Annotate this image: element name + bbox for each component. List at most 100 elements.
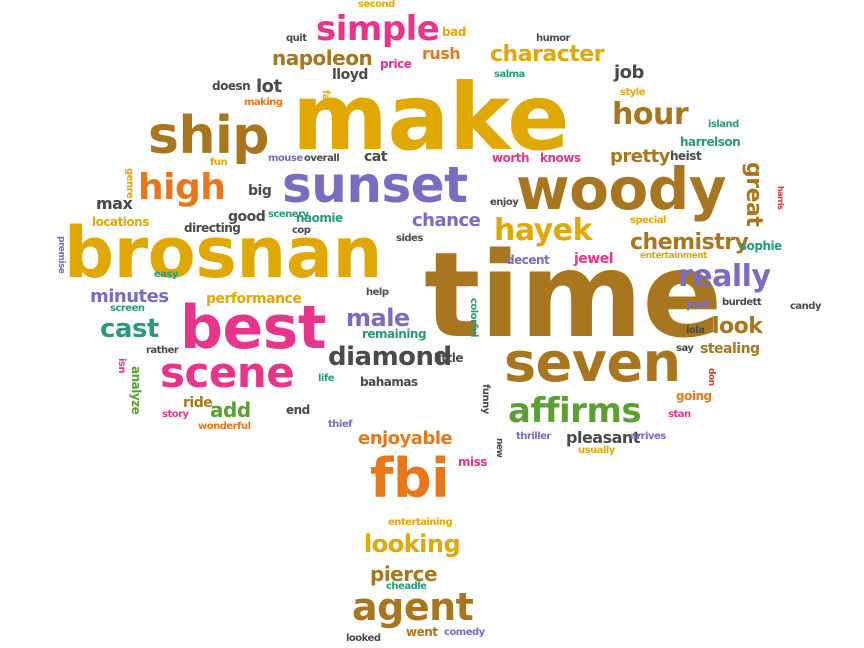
word-help: help (366, 287, 389, 298)
word-performance: performance (206, 291, 302, 307)
word-jewel: jewel (574, 251, 614, 267)
word-rather: rather (146, 345, 179, 356)
word-premise: premise (56, 236, 66, 274)
word-napoleon: napoleon (272, 46, 373, 70)
word-heist: heist (670, 149, 702, 163)
word-miss: miss (458, 455, 487, 469)
word-max: max (96, 194, 133, 213)
word-hour: hour (612, 97, 689, 132)
word-pierce: pierce (370, 562, 438, 586)
word-scene: scene (160, 348, 295, 397)
word-quit: quit (286, 33, 307, 44)
word-hayek: hayek (494, 213, 593, 248)
word-comedy: comedy (444, 627, 485, 638)
word-best: best (180, 293, 327, 363)
word-chemistry: chemistry (630, 230, 749, 255)
word-naomie: naomie (296, 211, 343, 225)
word-minutes: minutes (90, 286, 169, 307)
word-wonderful: wonderful (198, 421, 251, 432)
word-candy: candy (790, 301, 821, 312)
word-stealing: stealing (700, 341, 760, 357)
word-fun: fun (210, 157, 228, 168)
word-male: male (346, 304, 410, 332)
word-lot: lot (256, 76, 282, 97)
word-remaining: remaining (362, 327, 427, 341)
word-mouse: mouse (268, 153, 303, 164)
word-bahamas: bahamas (360, 375, 418, 389)
word-lola: lola (686, 325, 705, 336)
word-say: say (676, 343, 694, 354)
word-doesn: doesn (212, 79, 251, 93)
word-screen: screen (110, 303, 145, 314)
word-ship: ship (148, 106, 270, 166)
word-cat: cat (364, 149, 387, 165)
word-stan: stan (668, 409, 691, 420)
word-second: second (358, 0, 395, 10)
word-isn: isn (116, 358, 127, 373)
word-genre: genre (124, 168, 135, 199)
word-good: good (228, 209, 266, 225)
word-really: really (678, 259, 771, 294)
word-story: story (162, 409, 189, 420)
word-end: end (286, 403, 310, 417)
word-making: making (244, 97, 283, 108)
word-job: job (614, 62, 644, 83)
word-price: price (380, 57, 412, 71)
word-usually: usually (578, 445, 615, 456)
word-cast: cast (100, 314, 159, 344)
word-simple: simple (316, 9, 440, 49)
word-easy: easy (154, 269, 179, 280)
word-affirms: affirms (508, 391, 642, 431)
word-diamond: diamond (328, 342, 452, 372)
word-special: special (630, 215, 666, 226)
word-sunset: sunset (282, 156, 468, 214)
word-chance: chance (412, 210, 481, 231)
word-enjoyable: enjoyable (358, 428, 453, 449)
word-worth: worth (492, 151, 530, 165)
word-bad: bad (442, 25, 466, 39)
word-looking: looking (364, 530, 461, 558)
word-going: going (676, 389, 712, 403)
word-far: far (320, 90, 331, 105)
word-looked: looked (346, 633, 381, 644)
word-make: make (292, 64, 570, 171)
word-agent: agent (352, 585, 474, 629)
word-knows: knows (540, 151, 581, 165)
word-don: don (706, 368, 716, 386)
word-time: time (424, 226, 722, 364)
word-ride: ride (183, 395, 213, 411)
word-little: little (434, 351, 463, 365)
word-big: big (248, 183, 272, 199)
word-great: great (741, 162, 766, 227)
word-new: new (494, 438, 504, 458)
word-locations: locations (92, 215, 149, 229)
word-high: high (138, 167, 226, 208)
word-fbi: fbi (370, 447, 450, 510)
word-salma: salma (494, 69, 525, 80)
word-scenery: scenery (268, 209, 309, 220)
word-sides: sides (396, 233, 423, 244)
word-pleasant: pleasant (566, 428, 640, 447)
word-funny: funny (480, 384, 491, 414)
word-decent: decent (506, 253, 550, 267)
word-cop: cop (292, 225, 311, 236)
word-harris: harris (776, 186, 785, 210)
word-harrelson: harrelson (680, 135, 741, 149)
word-went: went (406, 625, 438, 639)
word-style: style (620, 87, 645, 98)
word-thief: thief (328, 419, 352, 430)
word-look: look (712, 314, 763, 339)
word-pair: pair (686, 297, 711, 311)
word-humor: humor (536, 33, 570, 44)
word-overall: overall (304, 153, 340, 164)
word-enjoy: enjoy (490, 197, 519, 208)
word-sophie: sophie (740, 239, 782, 253)
word-analyze: analyze (129, 366, 143, 415)
word-pretty: pretty (610, 146, 670, 167)
word-thriller: thriller (516, 431, 551, 442)
word-woody: woody (516, 155, 727, 223)
word-character: character (490, 42, 605, 67)
word-cheadle: cheadle (386, 581, 427, 592)
word-entertainment: entertainment (640, 251, 707, 261)
